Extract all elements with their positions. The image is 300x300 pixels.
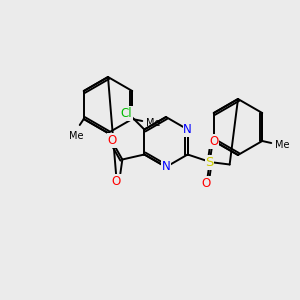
Text: O: O bbox=[209, 135, 218, 148]
Text: Me: Me bbox=[275, 140, 290, 150]
Text: O: O bbox=[112, 175, 121, 188]
Text: Me: Me bbox=[68, 131, 83, 141]
Text: O: O bbox=[108, 134, 117, 147]
Text: N: N bbox=[183, 123, 192, 136]
Text: N: N bbox=[162, 160, 170, 173]
Text: Me: Me bbox=[146, 118, 161, 128]
Text: O: O bbox=[201, 177, 210, 190]
Text: S: S bbox=[206, 156, 214, 169]
Text: Cl: Cl bbox=[121, 107, 132, 120]
